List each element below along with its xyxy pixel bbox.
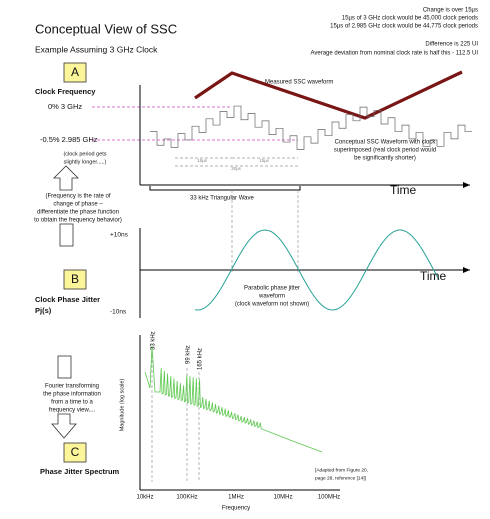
waveform-label: waveform — [258, 294, 285, 300]
section-badge — [63, 269, 87, 290]
note: (Frequency is the rate of — [45, 194, 110, 200]
axis-label: Magnitude (log scale) — [119, 379, 125, 432]
waveform-label: be significantly shorter) — [354, 156, 416, 162]
arrow — [51, 413, 77, 439]
section-label: Pj(s) — [35, 306, 52, 315]
note: (clock period gets — [63, 151, 106, 157]
span-label: 15µs — [197, 158, 208, 163]
waveform-label: superimposed (real clock period would — [334, 148, 436, 154]
arrow — [53, 165, 79, 191]
x-tick-label: 100MHz — [318, 495, 340, 501]
spectrum — [144, 345, 323, 453]
note: Change is over 15µs — [423, 8, 478, 14]
note: to obtain the frequency behavior) — [34, 218, 122, 224]
x-tick-label: 100KHz — [176, 495, 197, 501]
note: the phase information — [43, 392, 101, 398]
level-label: +10ns — [110, 232, 129, 239]
jitter-waveform — [194, 229, 440, 311]
peak-label: 99 kHz — [186, 345, 192, 364]
section-label: Clock Frequency — [35, 87, 96, 96]
note: Difference is 225 UI — [425, 42, 478, 48]
note: 15µs of 2.985 GHz clock would be 44,775 … — [330, 24, 478, 30]
axis-label: Frequency — [222, 506, 250, 512]
axis-label: Time — [420, 269, 447, 283]
span-label: 30µs — [231, 166, 242, 171]
note: 15µs of 3 GHz clock would be 45,000 cloc… — [342, 16, 478, 22]
note: from a time to a — [51, 400, 93, 406]
section-label: Clock Phase Jitter — [35, 295, 100, 304]
clock-waveform — [150, 105, 472, 150]
note: slightly longer.....) — [64, 159, 107, 165]
waveform-label: Measured SSC waveform — [265, 80, 333, 86]
level-label: 0% 3 GHz — [48, 102, 82, 111]
x-tick-label: 10MHz — [273, 495, 292, 501]
note: change of phase – — [53, 202, 103, 208]
subtitle: Example Assuming 3 GHz Clock — [35, 44, 158, 54]
peak-label: 33 kHz — [151, 331, 157, 350]
waveform-label: Parabolic phase jitter — [244, 286, 300, 292]
measured-waveform — [194, 70, 463, 120]
bracket — [149, 186, 301, 191]
note: [Adapted from Figure 20, — [315, 467, 368, 473]
title: Conceptual View of SSC — [35, 21, 177, 36]
note: differentiate the phase function — [37, 210, 119, 216]
x-tick-label: 1MHz — [228, 495, 244, 501]
section-label: Phase Jitter Spectrum — [40, 467, 120, 476]
section-letter: A — [71, 65, 79, 79]
section-badge — [63, 442, 87, 463]
span-label: 15µs — [259, 158, 270, 163]
bracket-label: 33 kHz Triangular Wave — [190, 196, 254, 202]
arrow — [59, 223, 74, 247]
arrow — [57, 355, 72, 379]
note: page 28, reference [14]] — [315, 475, 366, 481]
waveform-label: (clock waveform not shown) — [235, 302, 309, 308]
level-label: -10ns — [110, 309, 127, 316]
section-letter: B — [71, 272, 79, 286]
note: Average deviation from nominal clock rat… — [310, 51, 478, 57]
waveform-label: Conceptual SSC Waveform with clock — [335, 140, 437, 146]
peak-label: 165 kHz — [198, 348, 204, 370]
note: frequency view.... — [49, 408, 96, 414]
section-letter: C — [71, 445, 80, 459]
axis-label: Time — [390, 183, 417, 197]
section-badge — [63, 62, 87, 83]
x-tick-label: 10kHz — [136, 495, 153, 501]
note: Fourier transforming — [45, 384, 99, 390]
level-label: -0.5% 2.985 GHz — [40, 135, 98, 144]
